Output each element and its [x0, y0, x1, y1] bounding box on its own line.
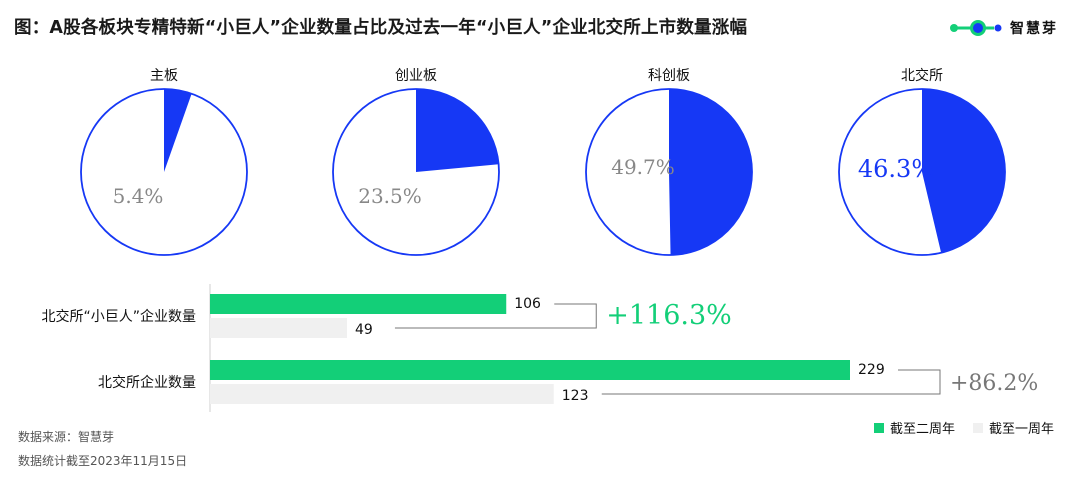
chart-title: 图：A股各板块专精特新“小巨人”企业数量占比及过去一年“小巨人”企业北交所上市数…	[14, 18, 748, 38]
bar-current	[210, 360, 850, 380]
legend-item-series-2: 截至一周年	[972, 418, 1054, 437]
bar-value-label: 229	[858, 362, 885, 378]
pie-title: 科创板	[648, 68, 690, 84]
bar-value-label: 49	[355, 322, 373, 338]
legend-swatch-green	[873, 422, 884, 433]
legend-item-series-1: 截至二周年	[873, 418, 955, 437]
pie-value-label: 23.5%	[358, 184, 422, 208]
pie-slice	[164, 89, 192, 172]
bar-previous	[210, 384, 554, 404]
source-note: 数据来源：智慧芽	[18, 430, 115, 444]
growth-bracket	[601, 369, 941, 395]
bar-value-label: 123	[562, 388, 589, 404]
pie-slice	[922, 88, 1006, 253]
bar-category-label: 北交所企业数量	[98, 374, 196, 391]
bar-category-label: 北交所“小巨人”企业数量	[41, 308, 196, 325]
date-note: 数据统计截至2023年11月15日	[18, 454, 188, 468]
pie-title: 主板	[150, 68, 178, 84]
pie-charts: 主板 5.4% 创业板 23.5% 科创板 49.7% 北交所 46.3%	[80, 67, 1006, 256]
legend-label: 截至一周年	[988, 422, 1054, 437]
pie-slice	[416, 89, 499, 172]
pie-value-label: 46.3%	[858, 155, 934, 183]
legend-label: 截至二周年	[889, 422, 955, 437]
legend: 截至二周年 截至一周年	[873, 418, 1054, 437]
pie-value-label: 5.4%	[113, 184, 164, 208]
pie-value-label: 49.7%	[611, 155, 675, 179]
growth-label: +116.3%	[606, 300, 732, 331]
pie-slice	[669, 88, 753, 255]
growth-label: +86.2%	[950, 371, 1038, 396]
bar-current	[210, 294, 507, 314]
pie-title: 创业板	[395, 68, 437, 84]
bar-previous	[210, 318, 347, 338]
brand-name: 智慧芽	[1010, 21, 1058, 37]
brand-logo: 智慧芽	[948, 18, 1058, 38]
bar-value-label: 106	[514, 296, 541, 312]
brand-logo-icon	[950, 20, 1002, 36]
pie-title: 北交所	[901, 67, 943, 84]
legend-swatch-gray	[972, 422, 983, 433]
growth-bracket	[394, 303, 597, 329]
